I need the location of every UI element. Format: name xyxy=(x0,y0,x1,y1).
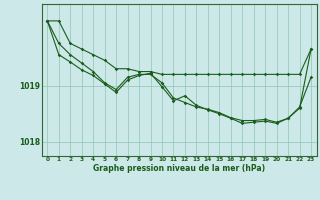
X-axis label: Graphe pression niveau de la mer (hPa): Graphe pression niveau de la mer (hPa) xyxy=(93,164,265,173)
